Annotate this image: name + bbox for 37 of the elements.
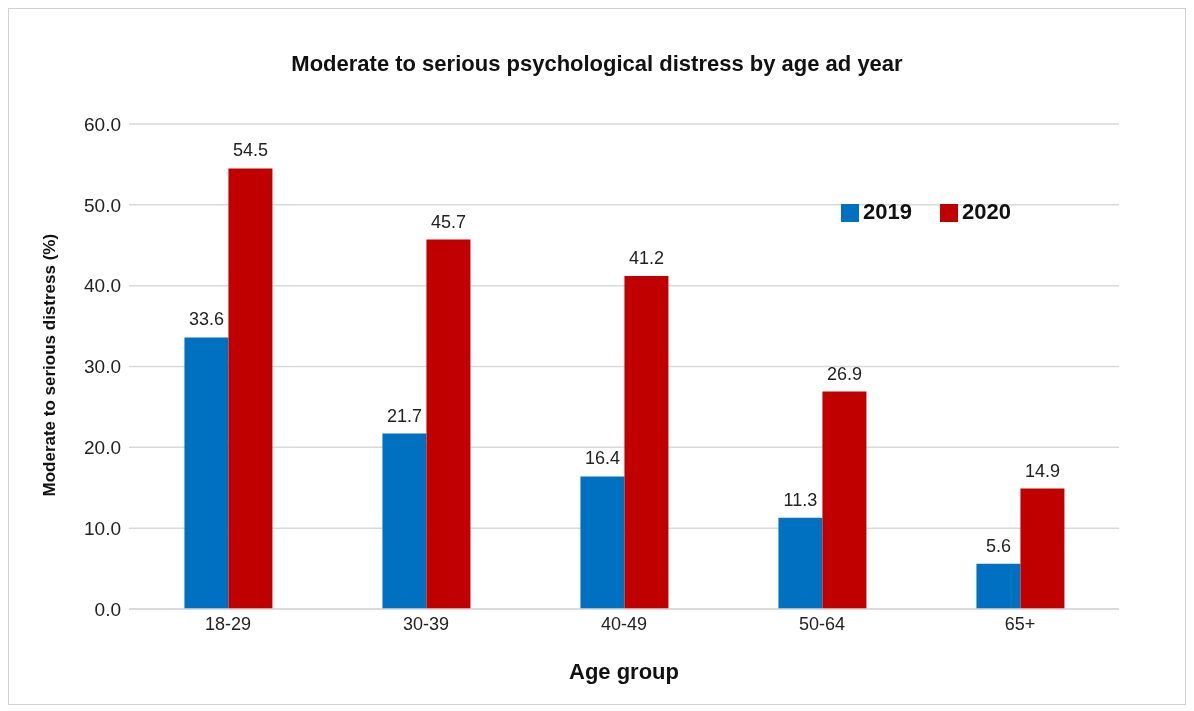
chart-title: Moderate to serious psychological distress by age ad year [290,51,904,77]
bar [580,476,625,609]
x-tick-label: 65+ [1004,613,1036,634]
legend-label: 2019 [863,199,913,224]
x-tick-label: 40-49 [600,613,648,634]
bar [778,517,823,609]
y-tick-label: 60.0 [84,113,121,135]
bar [382,433,427,609]
data-label: 54.5 [232,140,268,161]
y-tick-label: 40.0 [84,275,121,297]
x-tick-label: 50-64 [798,613,846,634]
bar [822,391,867,609]
bar [228,168,273,609]
y-tick-label: 20.0 [84,437,121,459]
data-label: 11.3 [783,489,818,510]
bar [184,337,229,609]
bar [624,275,669,609]
data-label: 41.2 [628,247,664,268]
data-label: 26.9 [826,363,862,384]
legend-label: 2020 [962,199,1011,224]
x-axis-title: Age group [569,659,679,684]
data-label: 14.9 [1024,460,1060,481]
data-label: 5.6 [985,535,1011,556]
y-tick-label: 50.0 [84,194,121,216]
x-tick-label: 30-39 [402,613,450,634]
y-tick-label: 10.0 [84,517,121,539]
data-label: 33.6 [188,309,224,330]
y-axis-title: Moderate to serious distress (%) [40,233,60,497]
data-label: 45.7 [430,211,466,232]
y-tick-label: 0.0 [94,598,121,620]
bar [1020,488,1065,609]
data-label: 16.4 [584,448,620,469]
bar [426,239,471,609]
x-tick-label: 18-29 [204,613,252,634]
data-label: 21.7 [386,405,422,426]
bar [976,563,1021,609]
y-tick-label: 30.0 [84,356,121,378]
